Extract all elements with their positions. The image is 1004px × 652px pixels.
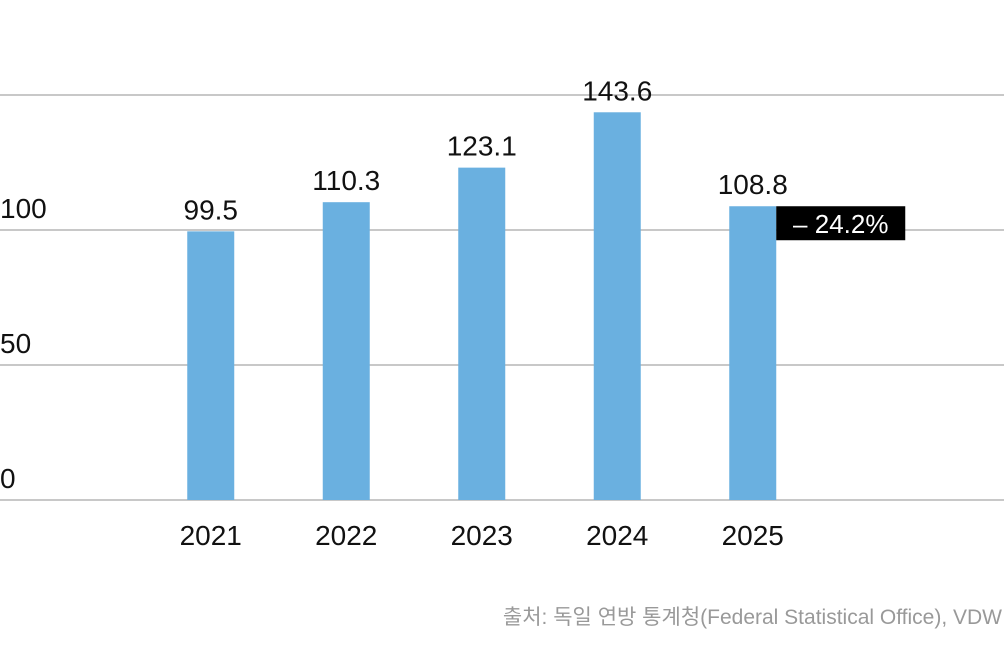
value-label: 99.5 [184,194,239,225]
bar [458,167,506,500]
annotation-box [776,206,906,241]
value-label: 143.6 [582,75,652,106]
value-label: 123.1 [447,131,517,162]
x-tick-label: 2025 [722,520,784,551]
y-tick-label: 50 [0,328,31,359]
bar [729,206,777,501]
value-label: 110.3 [312,165,380,196]
y-tick-label: 100 [0,193,47,224]
value-label: 108.8 [718,169,788,200]
y-tick-label: 0 [0,463,16,494]
bar [322,202,370,500]
bar [187,231,235,500]
x-tick-label: 2022 [315,520,377,551]
bar [593,112,641,500]
x-tick-label: 2023 [451,520,513,551]
source-note: 출처: 독일 연방 통계청(Federal Statistical Office… [503,606,1002,629]
x-tick-label: 2024 [586,520,648,551]
x-tick-label: 2021 [180,520,242,551]
annotation: – 24.2% [793,209,888,239]
